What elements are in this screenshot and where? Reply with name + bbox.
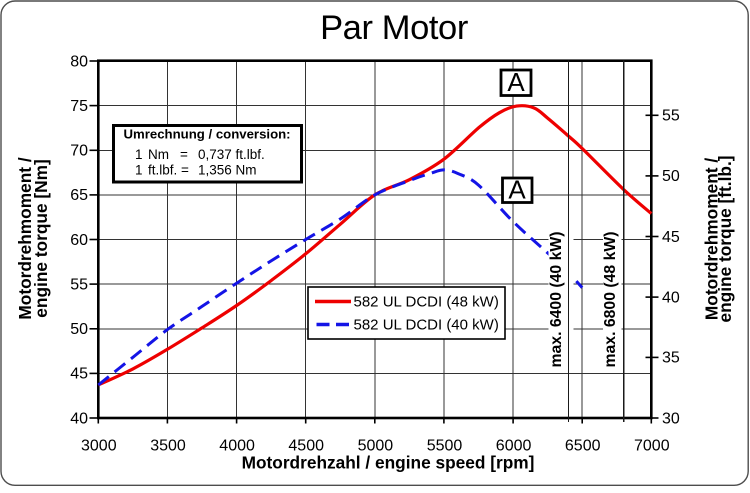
svg-text:A: A: [508, 174, 526, 204]
svg-text:Motordrehmoment /engine torque: Motordrehmoment /engine torque [Nm]: [15, 157, 51, 319]
svg-text:55: 55: [70, 276, 88, 293]
svg-text:65: 65: [70, 187, 88, 204]
svg-text:Motordrehzahl / engine speed [: Motordrehzahl / engine speed [rpm]: [242, 453, 535, 473]
svg-text:1: 1: [135, 147, 143, 162]
svg-text:70: 70: [70, 143, 88, 160]
svg-text:35: 35: [662, 350, 680, 367]
svg-text:ft.lbf. =: ft.lbf. =: [148, 163, 189, 178]
svg-text:max. 6800 (48 kW): max. 6800 (48 kW): [602, 231, 619, 367]
svg-text:Umrechnung / conversion:: Umrechnung / conversion:: [124, 127, 291, 142]
svg-text:30: 30: [662, 410, 680, 427]
svg-text:75: 75: [70, 98, 88, 115]
svg-text:=: =: [180, 147, 188, 162]
svg-text:Nm: Nm: [148, 147, 169, 162]
svg-text:45: 45: [70, 366, 88, 383]
svg-text:4000: 4000: [219, 438, 255, 455]
svg-text:Par Motor: Par Motor: [320, 9, 468, 47]
svg-text:45: 45: [662, 229, 680, 246]
svg-text:60: 60: [70, 232, 88, 249]
svg-text:3000: 3000: [81, 438, 117, 455]
svg-text:3500: 3500: [150, 438, 186, 455]
svg-text:50: 50: [70, 321, 88, 338]
svg-text:5000: 5000: [358, 438, 394, 455]
svg-text:1: 1: [135, 163, 143, 178]
svg-text:50: 50: [662, 168, 680, 185]
svg-text:55: 55: [662, 108, 680, 125]
svg-text:582 UL DCDI (48 kW): 582 UL DCDI (48 kW): [354, 294, 499, 311]
svg-text:582 UL DCDI (40 kW): 582 UL DCDI (40 kW): [354, 317, 499, 334]
svg-text:5500: 5500: [427, 438, 463, 455]
svg-text:0,737 ft.lbf.: 0,737 ft.lbf.: [198, 147, 265, 162]
svg-text:40: 40: [662, 289, 680, 306]
svg-text:6500: 6500: [565, 438, 601, 455]
svg-text:4500: 4500: [288, 438, 324, 455]
svg-text:7000: 7000: [634, 438, 670, 455]
svg-text:6000: 6000: [496, 438, 532, 455]
svg-text:1,356 Nm: 1,356 Nm: [198, 163, 257, 178]
svg-text:80: 80: [70, 53, 88, 70]
svg-text:40: 40: [70, 410, 88, 427]
svg-text:Motordrehmoment /engine torque: Motordrehmoment /engine torque [ft.lb.]: [701, 155, 735, 322]
svg-text:A: A: [507, 67, 525, 97]
svg-text:max. 6400 (40 kW): max. 6400 (40 kW): [548, 231, 565, 367]
